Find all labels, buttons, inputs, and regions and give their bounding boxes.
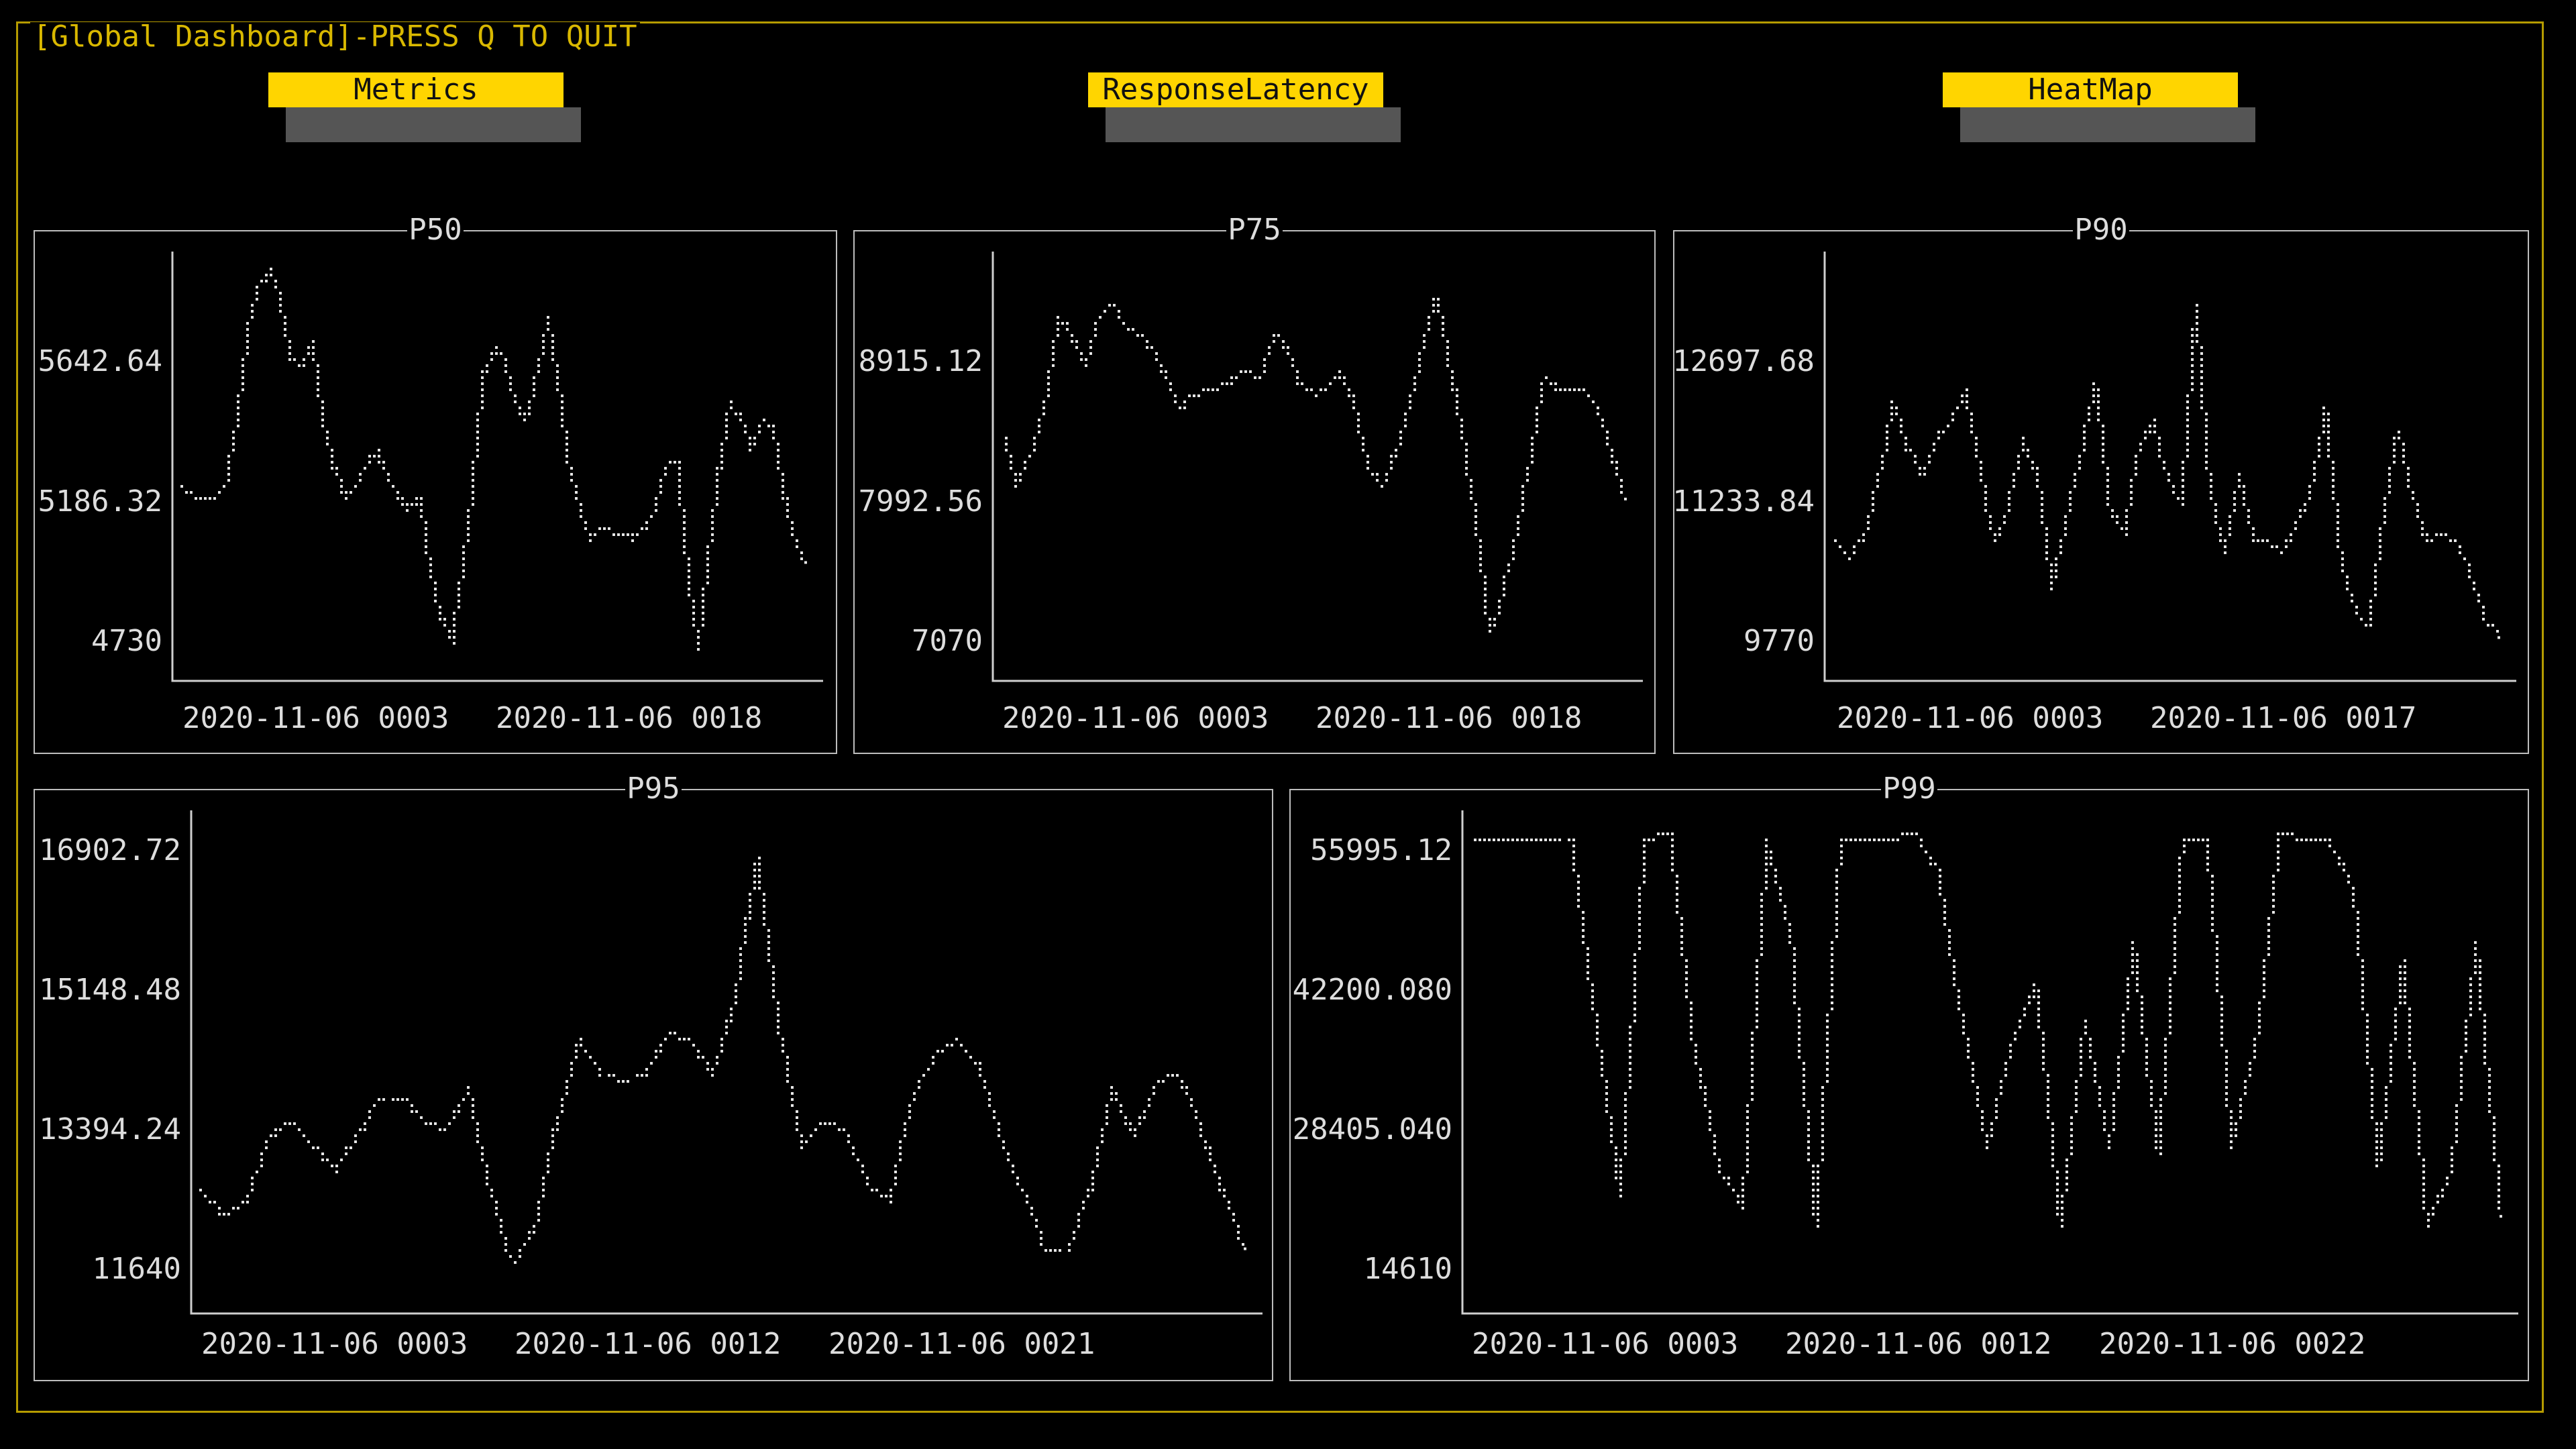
y-tick-label: 13394.24 bbox=[39, 1112, 181, 1146]
y-tick-label: 16902.72 bbox=[39, 833, 181, 867]
panel-title-p50: P50 bbox=[407, 213, 464, 247]
y-tick-label: 15148.48 bbox=[39, 973, 181, 1007]
x-tick-label: 2020-11-06 0021 bbox=[828, 1327, 1095, 1361]
tab-shadow bbox=[1106, 107, 1401, 142]
y-tick-label: 12697.68 bbox=[1674, 344, 1815, 378]
chart-p95: 16902.72 15148.48 13394.24 11640 2020-11-06 … bbox=[39, 810, 1263, 1361]
x-tick-label: 2020-11-06 0003 bbox=[1002, 701, 1269, 735]
chart-p90: 12697.68 11233.84 9770 2020-11-06 0003 2020-… bbox=[1672, 252, 2516, 735]
panel-title-p95: P95 bbox=[625, 771, 682, 806]
y-tick-label: 55995.12 bbox=[1310, 833, 1452, 867]
y-tick-label: 9770 bbox=[1743, 624, 1815, 658]
tab-shadow bbox=[286, 107, 581, 142]
x-tick-label: 2020-11-06 0003 bbox=[1837, 701, 2103, 735]
series-line bbox=[180, 268, 807, 651]
x-tick-label: 2020-11-06 0012 bbox=[515, 1327, 781, 1361]
series-line bbox=[1005, 298, 1627, 633]
axis-line bbox=[991, 252, 1643, 682]
dashboard-frame: [Global Dashboard]-PRESS Q TO QUIT bbox=[16, 21, 2544, 1413]
y-tick-label: 5186.32 bbox=[38, 484, 162, 519]
panel-p95: P95 16902.72 15148.48 13394.24 11640 2020-11… bbox=[34, 771, 1273, 1381]
x-tick-label: 2020-11-06 0018 bbox=[1316, 701, 1582, 735]
y-tick-label: 14610 bbox=[1364, 1252, 1452, 1286]
x-tick-label: 2020-11-06 0003 bbox=[182, 701, 449, 735]
tab-response-latency-label[interactable]: ResponseLatency bbox=[1088, 72, 1383, 107]
chart-p75: 8915.12 7992.56 7070 2020-11-06 0003 2020-11… bbox=[859, 252, 1643, 735]
tab-shadow bbox=[1960, 107, 2255, 142]
y-tick-label: 5642.64 bbox=[38, 344, 162, 378]
panel-p90: P90 12697.68 11233.84 9770 2020-11-06 0003 2… bbox=[1672, 213, 2529, 754]
panel-p75: P75 8915.12 7992.56 7070 2020-11-06 0003 202… bbox=[853, 213, 1656, 754]
panel-p99: P99 55995.12 42200.080 28405.040 14610 2020-… bbox=[1289, 771, 2529, 1381]
axis-line bbox=[1461, 810, 2518, 1315]
x-tick-label: 2020-11-06 0003 bbox=[1472, 1327, 1738, 1361]
x-tick-label: 2020-11-06 0018 bbox=[496, 701, 762, 735]
axis-line bbox=[171, 252, 823, 682]
series-line bbox=[199, 857, 1246, 1264]
chart-p99: 55995.12 42200.080 28405.040 14610 2020-11-0… bbox=[1293, 810, 2518, 1361]
y-tick-label: 7070 bbox=[912, 624, 983, 658]
y-tick-label: 11640 bbox=[93, 1252, 181, 1286]
series-line bbox=[1474, 833, 2502, 1228]
panel-title-p90: P90 bbox=[2073, 213, 2129, 247]
x-tick-label: 2020-11-06 0022 bbox=[2099, 1327, 2365, 1361]
y-tick-label: 11233.84 bbox=[1674, 484, 1815, 519]
x-tick-label: 2020-11-06 0012 bbox=[1785, 1327, 2051, 1361]
axis-line bbox=[1823, 252, 2516, 682]
series-line bbox=[1834, 304, 2500, 639]
x-tick-label: 2020-11-06 0003 bbox=[201, 1327, 468, 1361]
y-tick-label: 4730 bbox=[91, 624, 162, 658]
panel-title-p99: P99 bbox=[1881, 771, 1937, 806]
tab-heatmap-label[interactable]: HeatMap bbox=[1943, 72, 2238, 107]
panel-title-p75: P75 bbox=[1226, 213, 1283, 247]
tab-metrics-label[interactable]: Metrics bbox=[268, 72, 564, 107]
panel-p50: P50 5642.64 5186.32 4730 2020-11-06 0003 202… bbox=[34, 213, 837, 754]
chart-p50: 5642.64 5186.32 4730 2020-11-06 0003 2020-11… bbox=[38, 252, 823, 735]
y-tick-label: 7992.56 bbox=[859, 484, 983, 519]
window-title: [Global Dashboard]-PRESS Q TO QUIT bbox=[30, 22, 640, 52]
y-tick-label: 28405.040 bbox=[1293, 1112, 1452, 1146]
y-tick-label: 8915.12 bbox=[859, 344, 983, 378]
x-tick-label: 2020-11-06 0017 bbox=[2150, 701, 2416, 735]
y-tick-label: 42200.080 bbox=[1293, 973, 1452, 1007]
axis-line bbox=[190, 810, 1263, 1315]
